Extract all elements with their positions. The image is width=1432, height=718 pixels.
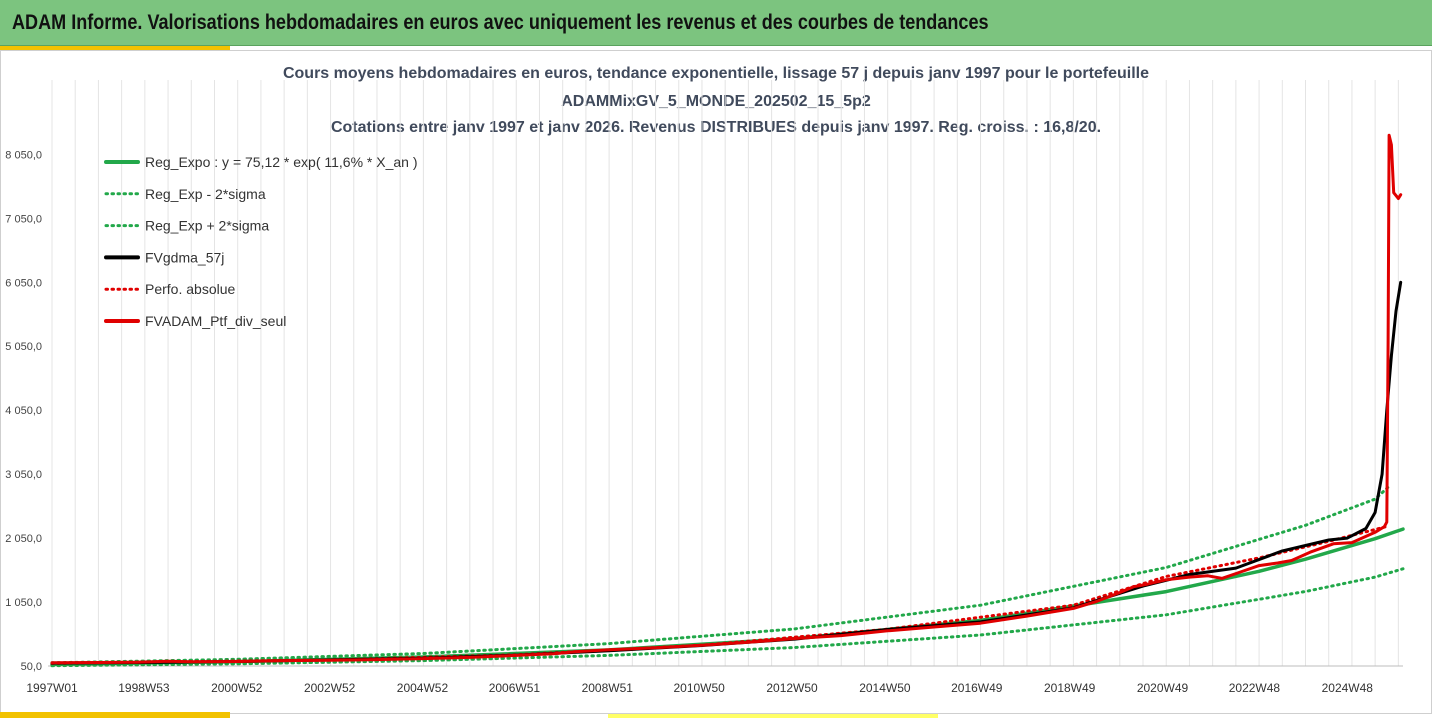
series-line-5 — [50, 133, 1403, 665]
x-tick-label: 2006W51 — [489, 681, 541, 695]
x-tick-label: 2018W49 — [1044, 681, 1096, 695]
legend-label: Perfo. absolue — [145, 281, 235, 297]
y-tick-label: 1 050,0 — [5, 597, 42, 609]
series-line-1 — [50, 567, 1405, 668]
legend-label: Reg_Exp - 2*sigma — [145, 186, 266, 202]
legend-label: Reg_Exp + 2*sigma — [145, 218, 269, 234]
chart-title-line-1: Cours moyens hebdomadaires en euros, ten… — [282, 65, 1150, 82]
x-tick-label: 2000W52 — [211, 681, 263, 695]
series-line-3 — [50, 280, 1403, 665]
accent-bar-top — [0, 46, 230, 50]
y-tick-label: 3 050,0 — [5, 469, 42, 481]
page-title: ADAM Informe. Valorisations hebdomadaire… — [12, 11, 989, 34]
y-tick-label: 5 050,0 — [5, 341, 42, 353]
chart-title-line-2: ADAMMixGV_5_MONDE_202502_15_5p2 — [561, 93, 871, 110]
x-tick-label: 2020W49 — [1137, 681, 1189, 695]
chart-title-line-3: Cotations entre janv 1997 et janv 2026. … — [330, 119, 1102, 136]
legend-label: Reg_Expo : y = 75,12 * exp( 11,6% * X_an… — [145, 154, 418, 170]
x-tick-label: 2024W48 — [1322, 681, 1374, 695]
x-tick-label: 2004W52 — [397, 681, 449, 695]
series-line-2 — [50, 484, 1391, 665]
x-tick-label: 1998W53 — [118, 681, 170, 695]
x-tick-label: 2014W50 — [859, 681, 911, 695]
y-tick-label: 7 050,0 — [5, 213, 42, 225]
header-banner: ADAM Informe. Valorisations hebdomadaire… — [0, 0, 1432, 46]
y-tick-label: 2 050,0 — [5, 533, 42, 545]
y-tick-label: 6 050,0 — [5, 277, 42, 289]
accent-bar-bottom-mid — [608, 714, 938, 718]
y-tick-label: 4 050,0 — [5, 405, 42, 417]
legend-label: FVgdma_57j — [145, 249, 224, 265]
x-tick-label: 2022W48 — [1229, 681, 1281, 695]
legend-label: FVADAM_Ptf_div_seul — [145, 313, 286, 329]
x-tick-label: 2008W51 — [582, 681, 634, 695]
x-tick-label: 2002W52 — [304, 681, 356, 695]
x-tick-label: 2016W49 — [951, 681, 1003, 695]
y-tick-label: 8 050,0 — [5, 149, 42, 161]
y-tick-label: 50,0 — [21, 661, 42, 673]
accent-bar-bottom-left — [0, 712, 230, 718]
x-tick-label: 2010W50 — [673, 681, 725, 695]
x-tick-label: 1997W01 — [26, 681, 78, 695]
x-tick-label: 2012W50 — [766, 681, 818, 695]
